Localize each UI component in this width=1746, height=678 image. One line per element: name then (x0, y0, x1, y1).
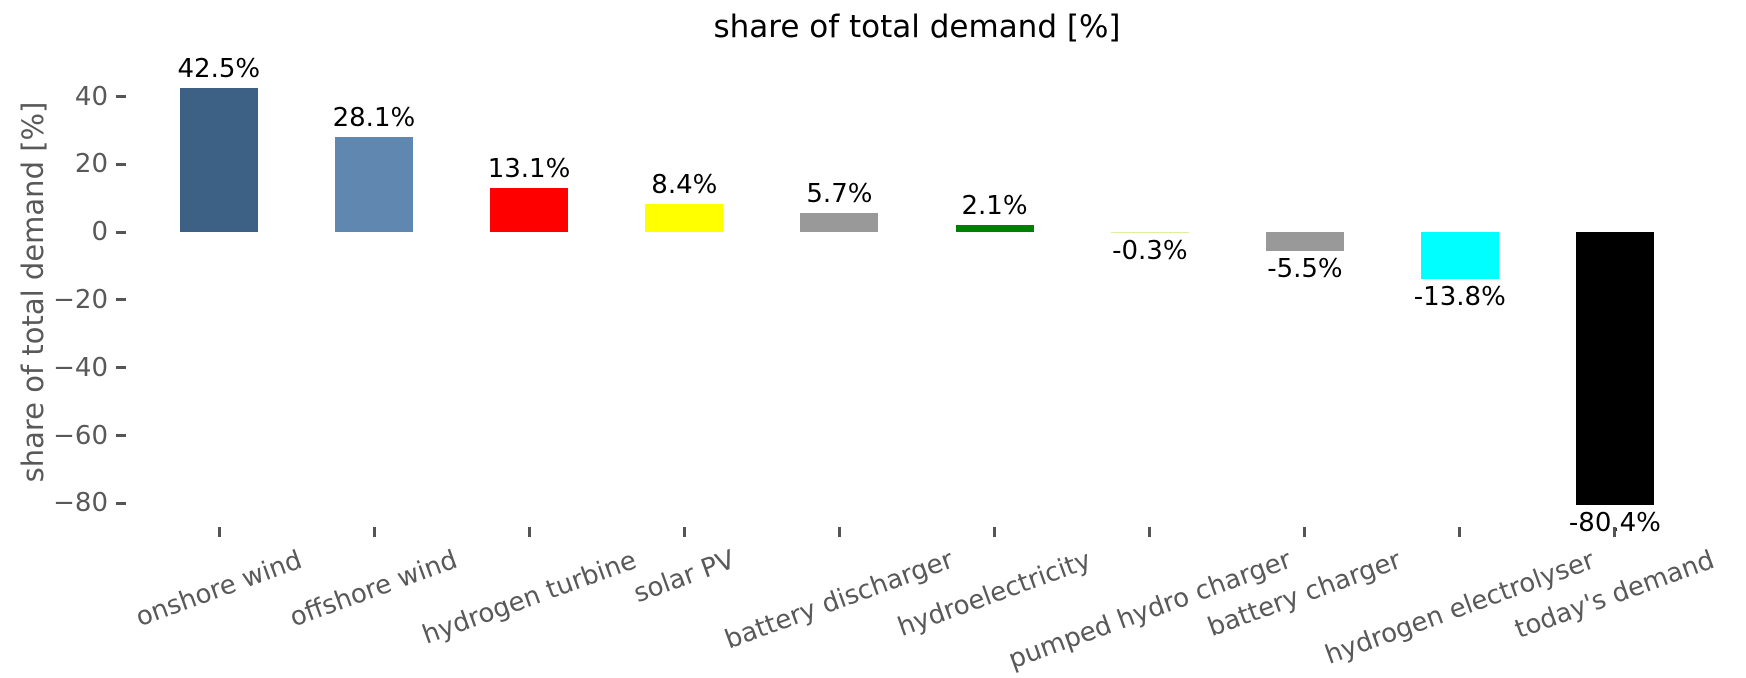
bar-value-label: 2.1% (961, 191, 1028, 222)
chart-title: share of total demand [%] (713, 9, 1121, 45)
y-tick-mark (116, 434, 126, 437)
x-tick-label-solar-pv: solar PV (629, 544, 739, 610)
y-tick-label: −60 (53, 420, 108, 451)
bar-hydrogen-electrolyser (1420, 232, 1499, 279)
bar-today-s-demand (1575, 232, 1654, 505)
y-tick-mark (116, 95, 126, 99)
bar-solar-pv (645, 203, 724, 233)
bar-hydroelectricity (955, 225, 1034, 233)
bar-value-label: 13.1% (487, 153, 571, 184)
bar-value-label: 5.7% (806, 178, 873, 209)
x-tick-label-onshore-wind: onshore wind (131, 544, 306, 633)
y-tick-mark (116, 162, 126, 166)
x-tick-mark (217, 527, 221, 537)
bar-value-label: 8.4% (651, 169, 718, 200)
x-tick-mark (1613, 527, 1617, 537)
x-tick-label-today-s-demand: today's demand (1510, 545, 1719, 645)
bar-value-label: -5.5% (1267, 253, 1343, 284)
x-tick-mark (1458, 527, 1462, 537)
y-tick-label: −40 (53, 352, 108, 383)
y-tick-label: 20 (74, 149, 108, 180)
bar-value-label: -13.8% (1413, 281, 1506, 312)
x-tick-mark (527, 527, 531, 537)
bar-offshore-wind (335, 136, 414, 233)
bar-pumped-hydro-charger (1110, 232, 1189, 234)
bar-onshore-wind (180, 88, 258, 233)
bar-hydrogen-turbine (490, 187, 569, 233)
x-tick-mark (682, 527, 686, 537)
y-tick-label: 0 (91, 217, 108, 248)
bar-value-label: 42.5% (177, 54, 261, 85)
y-tick-mark (116, 501, 126, 505)
bar-battery-discharger (800, 212, 879, 233)
bar-value-label: 28.1% (332, 102, 416, 133)
y-tick-mark (116, 298, 126, 302)
x-tick-mark (372, 527, 376, 537)
y-tick-mark (116, 230, 126, 234)
x-tick-label-battery-discharger: battery discharger (720, 545, 958, 656)
y-tick-mark (116, 366, 126, 370)
y-tick-label: −80 (53, 488, 108, 519)
bar-battery-charger (1265, 232, 1344, 251)
y-tick-label: 40 (74, 81, 108, 112)
x-tick-mark (1303, 527, 1307, 537)
x-tick-mark (993, 527, 996, 537)
x-tick-mark (1148, 527, 1152, 537)
bar-value-label: -0.3% (1112, 236, 1188, 267)
x-tick-mark (837, 527, 841, 537)
y-tick-label: −20 (53, 284, 108, 315)
